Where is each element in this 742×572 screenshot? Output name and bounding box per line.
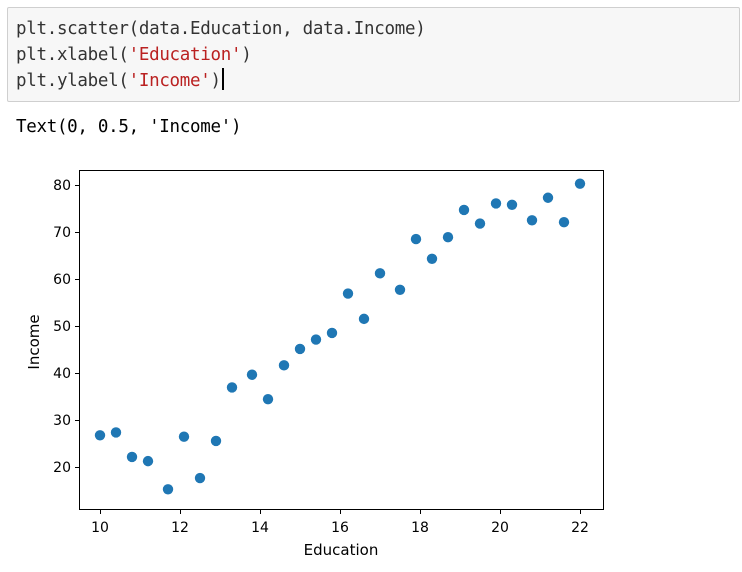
scatter-point [526,215,538,226]
x-tick-label: 12 [171,520,189,536]
x-tick-label: 14 [251,520,269,536]
scatter-points [94,178,586,495]
scatter-point [342,288,354,299]
scatter-point [126,451,138,463]
scatter-point [294,343,306,355]
y-tick-label: 30 [53,413,71,429]
code-line-3: plt.ylabel('Income') [16,68,224,94]
scatter-point [558,216,570,228]
scatter-point [310,334,322,345]
scatter-point [410,233,422,245]
code-text: ) [210,71,222,91]
y-tick-label: 70 [53,225,71,241]
code-cell-input[interactable]: plt.scatter(data.Education, data.Income)… [7,7,740,102]
x-tick-label: 10 [91,520,109,536]
scatter-point [110,427,122,438]
y-tick-label: 40 [53,366,71,382]
scatter-point [262,393,274,405]
scatter-point [458,204,470,216]
code-string: 'Education' [128,45,242,65]
scatter-point [278,360,290,371]
y-tick-label: 20 [53,460,71,476]
scatter-point [142,455,154,467]
code-text: plt.ylabel( [16,71,129,91]
scatter-point [162,484,174,495]
plot-area-frame [79,170,604,510]
text-cursor [221,68,224,90]
scatter-point [426,253,438,264]
scatter-point [442,231,454,243]
code-string: 'Income' [128,71,211,91]
scatter-point [326,327,338,339]
scatter-point [394,284,406,295]
scatter-point [490,198,502,209]
scatter-point [474,218,486,229]
y-tick-label: 60 [53,272,71,288]
code-text: plt.scatter(data.Education, data.Income) [16,19,426,39]
scatter-point [506,199,518,210]
scatter-point [94,430,106,441]
scatter-point [210,435,222,447]
code-text: plt.xlabel( [16,45,129,65]
y-tick-label: 50 [53,319,71,335]
x-tick-label: 22 [571,520,589,536]
scatter-point [574,178,586,189]
y-tick-label: 80 [53,178,71,194]
x-tick-label: 20 [491,520,509,536]
scatter-point [374,268,386,279]
scatter-point [246,369,258,380]
scatter-point [358,313,370,325]
scatter-point [226,382,238,393]
scatter-point [194,472,206,484]
axis-ticks: 10 12 14 16 18 20 22 20 30 40 50 60 70 80 [53,178,589,536]
scatter-point [178,431,190,442]
scatter-point [542,192,554,203]
cell-output-text: Text(0, 0.5, 'Income') [16,117,242,137]
code-text: ) [241,45,252,65]
code-line-1: plt.scatter(data.Education, data.Income) [16,16,426,42]
y-axis-label: Income [25,314,43,369]
code-line-2: plt.xlabel('Education') [16,42,252,68]
x-axis-label: Education [304,541,379,559]
x-tick-label: 18 [411,520,429,536]
x-tick-label: 16 [331,520,349,536]
